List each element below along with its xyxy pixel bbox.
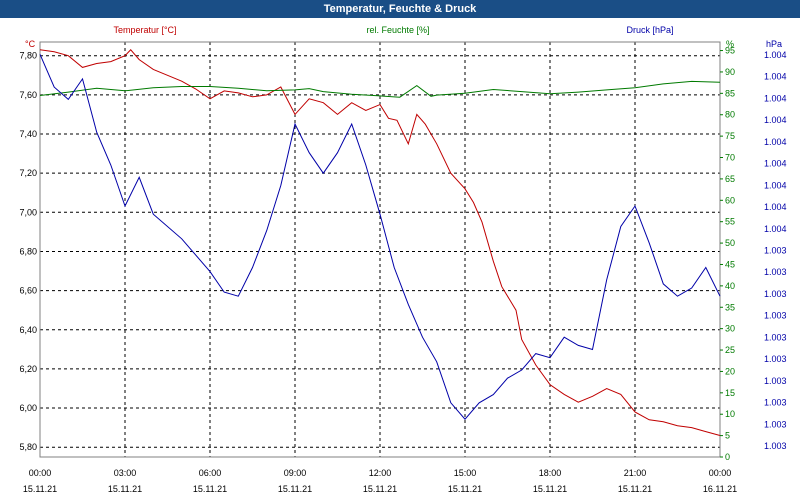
y-tick-humidity: 85 <box>725 88 735 98</box>
y-tick-humidity: 70 <box>725 153 735 163</box>
x-tick-time: 06:00 <box>199 468 222 478</box>
y-tick-pressure: 1.003 <box>764 332 787 342</box>
x-tick-date: 15.11.21 <box>193 484 227 494</box>
y-tick-pressure: 1.004 <box>764 50 787 60</box>
series-line-temperature <box>39 49 721 436</box>
y-tick-humidity: 80 <box>725 110 735 120</box>
y-tick-pressure: 1.004 <box>764 180 787 190</box>
x-tick-date: 15.11.21 <box>618 484 652 494</box>
y-tick-humidity: 35 <box>725 302 735 312</box>
y-tick-temperature: 7,80 <box>19 51 37 61</box>
y-tick-pressure: 1.003 <box>764 354 787 364</box>
y-tick-humidity: 90 <box>725 67 735 77</box>
y-tick-humidity: 15 <box>725 388 735 398</box>
y-tick-pressure: 1.003 <box>764 289 787 299</box>
y-tick-humidity: 55 <box>725 217 735 227</box>
legend-pressure: Druck [hPa] <box>626 25 673 35</box>
x-tick-date: 15.11.21 <box>23 484 57 494</box>
x-tick-time: 09:00 <box>284 468 307 478</box>
y-tick-pressure: 1.003 <box>764 267 787 277</box>
legend-temperature: Temperatur [°C] <box>113 25 176 35</box>
x-tick-date: 15.11.21 <box>278 484 312 494</box>
x-tick-date: 15.11.21 <box>448 484 482 494</box>
plot-frame <box>39 41 721 458</box>
axis-labels: 00:00 15.11.21 03:00 15.11.21 06:00 15.11.21 0… <box>19 25 786 494</box>
y-tick-pressure: 1.003 <box>764 376 787 386</box>
x-tick-time: 00:00 <box>29 468 52 478</box>
temperature-unit-label: °C <box>25 39 36 49</box>
axes <box>39 41 723 458</box>
y-tick-pressure: 1.003 <box>764 311 787 321</box>
x-tick-time: 15:00 <box>454 468 477 478</box>
x-tick-date: 16.11.21 <box>703 484 737 494</box>
y-tick-humidity: 5 <box>725 431 730 441</box>
y-tick-temperature: 6,40 <box>19 325 37 335</box>
y-tick-pressure: 1.003 <box>764 246 787 256</box>
x-tick-date: 15.11.21 <box>363 484 397 494</box>
y-tick-humidity: 10 <box>725 409 735 419</box>
chart-title: Temperatur, Feuchte & Druck <box>323 3 477 15</box>
y-tick-humidity: 65 <box>725 174 735 184</box>
chart-title-bar: Temperatur, Feuchte & Druck <box>0 0 800 18</box>
y-tick-pressure: 1.003 <box>764 441 787 451</box>
y-tick-pressure: 1.004 <box>764 202 787 212</box>
y-tick-temperature: 7,60 <box>19 90 37 100</box>
series-line-humidity <box>39 80 721 98</box>
x-tick-time: 18:00 <box>539 468 562 478</box>
series-lines <box>39 49 721 436</box>
y-tick-humidity: 50 <box>725 238 735 248</box>
y-tick-pressure: 1.004 <box>764 72 787 82</box>
y-tick-temperature: 6,00 <box>19 403 37 413</box>
y-tick-humidity: 40 <box>725 281 735 291</box>
y-tick-humidity: 45 <box>725 259 735 269</box>
humidity-unit-label: % <box>726 39 734 49</box>
y-tick-pressure: 1.004 <box>764 115 787 125</box>
y-tick-humidity: 75 <box>725 131 735 141</box>
y-tick-temperature: 5,80 <box>19 442 37 452</box>
y-tick-temperature: 7,00 <box>19 207 37 217</box>
pressure-unit-label: hPa <box>766 39 782 49</box>
y-tick-pressure: 1.004 <box>764 93 787 103</box>
y-tick-humidity: 25 <box>725 345 735 355</box>
x-tick-time: 00:00 <box>709 468 732 478</box>
y-tick-pressure: 1.004 <box>764 159 787 169</box>
x-tick-time: 21:00 <box>624 468 647 478</box>
y-tick-humidity: 30 <box>725 324 735 334</box>
y-tick-temperature: 6,20 <box>19 364 37 374</box>
legend-humidity: rel. Feuchte [%] <box>366 25 429 35</box>
y-tick-pressure: 1.004 <box>764 224 787 234</box>
x-tick-date: 15.11.21 <box>108 484 142 494</box>
y-tick-temperature: 7,40 <box>19 129 37 139</box>
grid <box>40 42 720 457</box>
series-line-pressure <box>39 54 721 420</box>
y-tick-temperature: 6,60 <box>19 286 37 296</box>
y-tick-humidity: 0 <box>725 452 730 462</box>
x-tick-date: 15.11.21 <box>533 484 567 494</box>
y-tick-pressure: 1.004 <box>764 137 787 147</box>
y-tick-temperature: 7,20 <box>19 168 37 178</box>
y-tick-humidity: 60 <box>725 195 735 205</box>
y-tick-temperature: 6,80 <box>19 246 37 256</box>
y-tick-humidity: 20 <box>725 366 735 376</box>
x-tick-time: 03:00 <box>114 468 137 478</box>
y-tick-pressure: 1.003 <box>764 419 787 429</box>
x-tick-time: 12:00 <box>369 468 392 478</box>
y-tick-pressure: 1.003 <box>764 398 787 408</box>
y-tick-humidity: 95 <box>725 46 735 56</box>
